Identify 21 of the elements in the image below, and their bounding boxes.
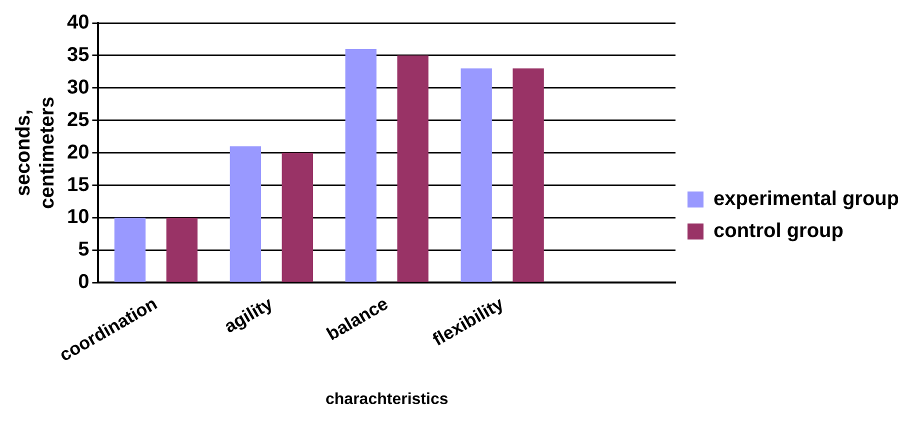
bar <box>166 218 198 282</box>
bar <box>397 55 428 282</box>
bar <box>345 48 376 282</box>
bar <box>512 68 544 282</box>
y-tick-label: 40 <box>66 12 90 34</box>
y-tick-label: 20 <box>66 141 90 164</box>
y-tick-label: 5 <box>78 238 90 261</box>
bar <box>282 152 313 282</box>
y-tick-label: 30 <box>66 76 90 98</box>
bar <box>460 68 492 282</box>
bar <box>230 146 262 282</box>
y-tick-label: 25 <box>66 108 90 131</box>
y-tick-label: 15 <box>66 174 90 196</box>
x-axis-title: charachteristics <box>326 390 448 408</box>
y-axis-title: seconds, centimeters <box>12 96 59 209</box>
y-tick-label: 10 <box>66 206 90 228</box>
legend-label: control group <box>714 220 844 242</box>
bar <box>114 218 146 282</box>
y-tick-label: 35 <box>66 44 90 66</box>
y-tick-label: 0 <box>78 271 90 294</box>
legend-label: experimental group <box>714 188 900 210</box>
